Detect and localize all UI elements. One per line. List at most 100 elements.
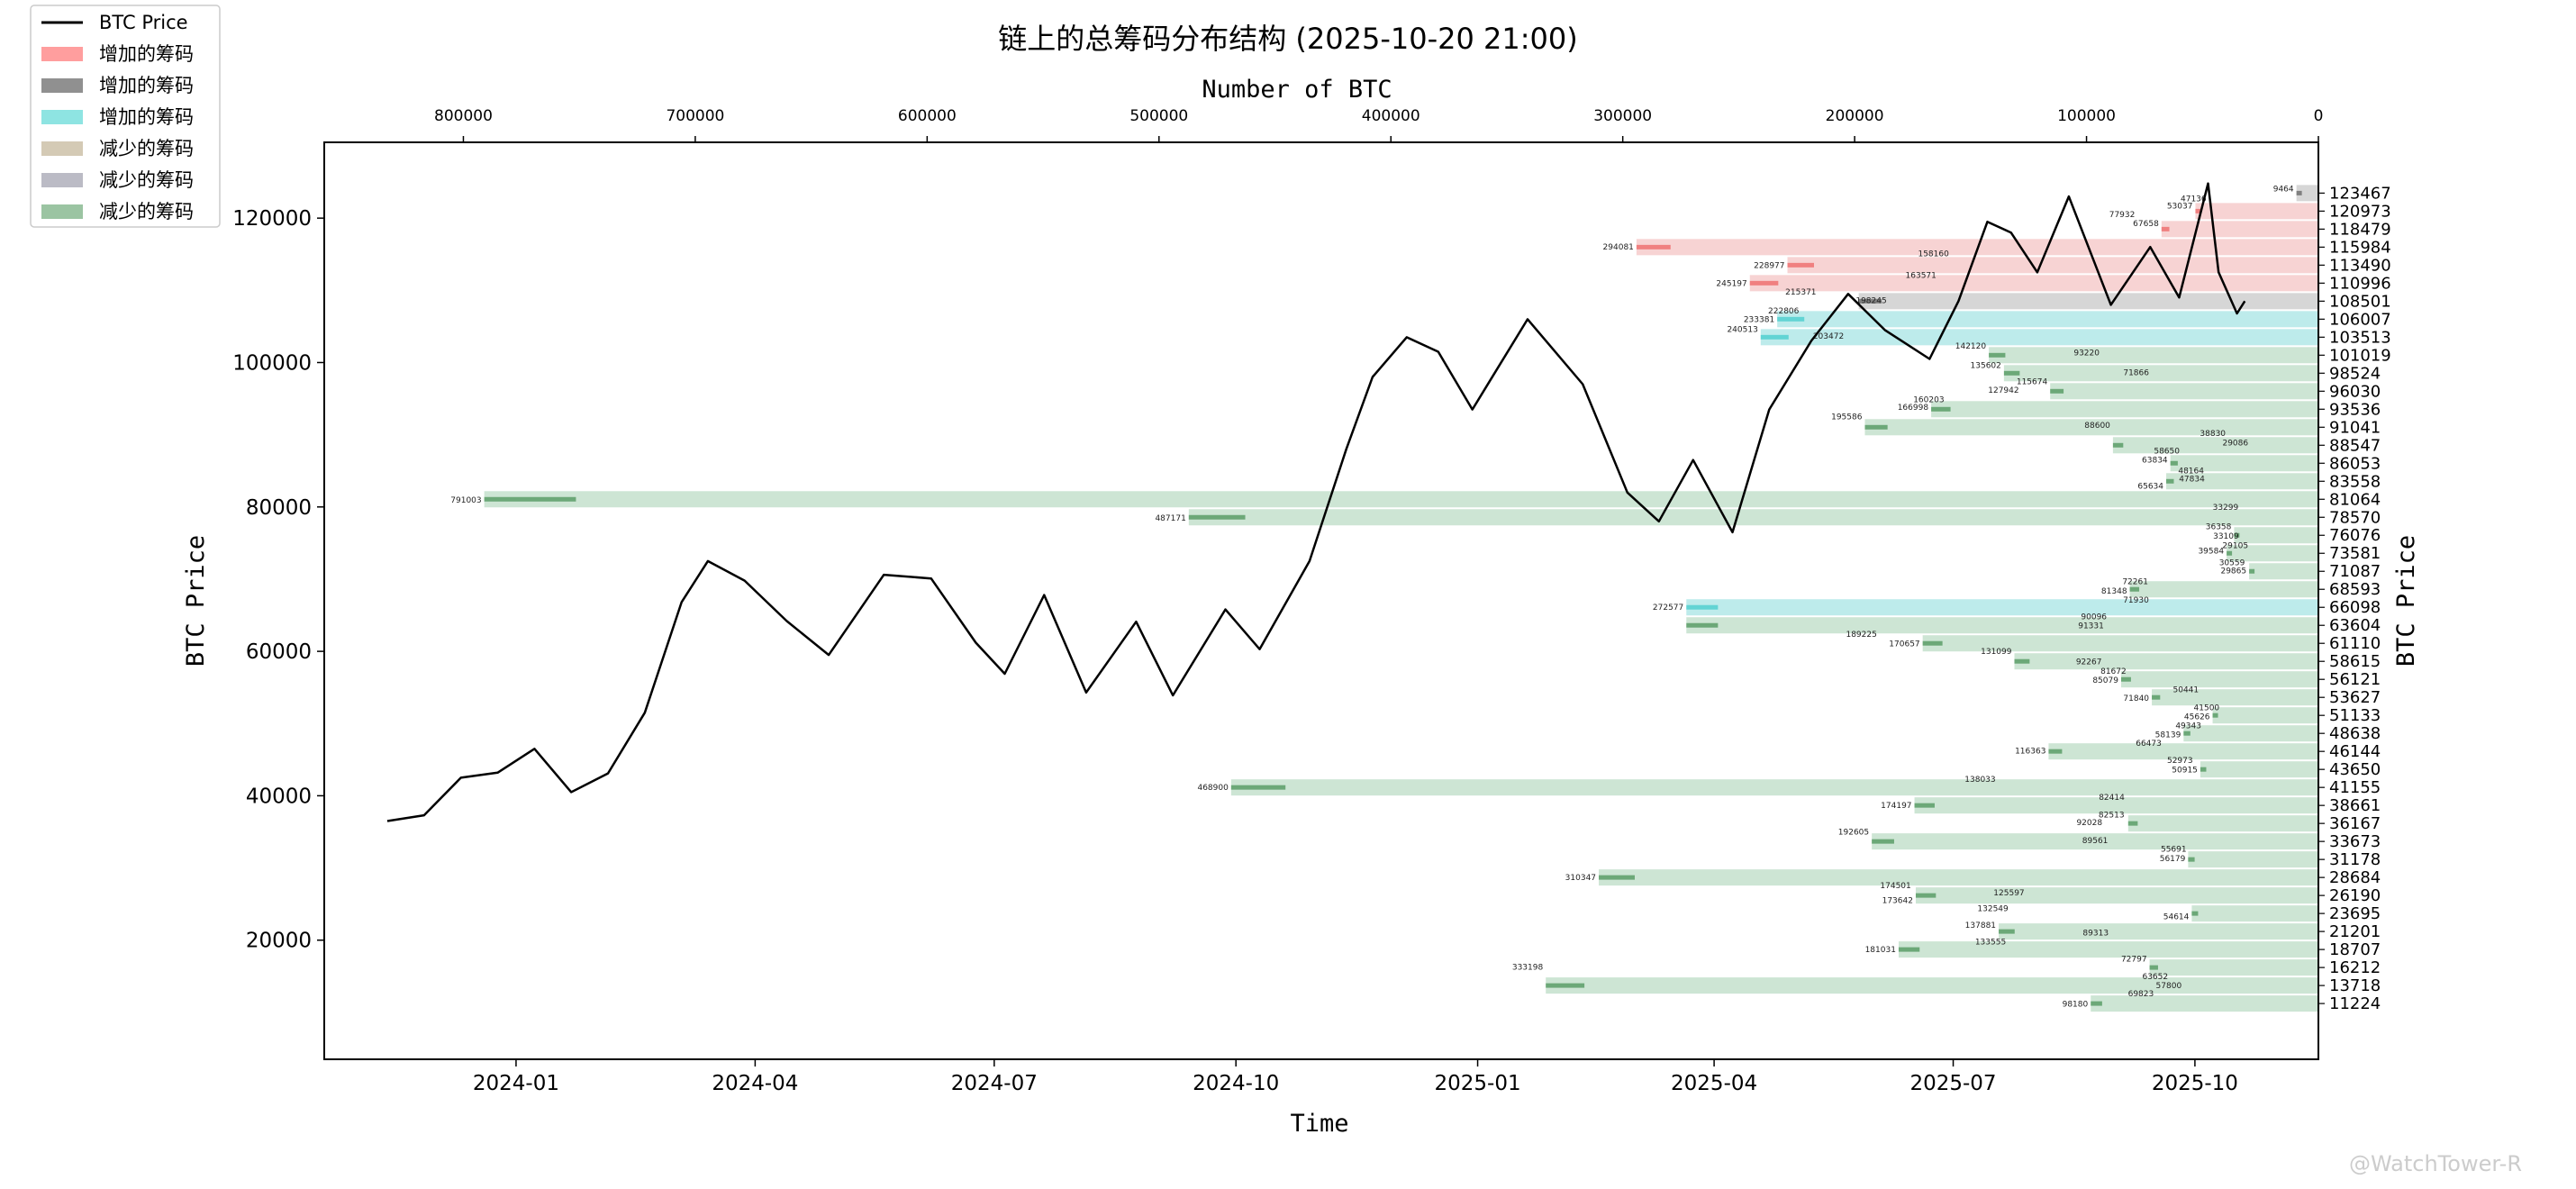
chip-bar: [1858, 293, 2318, 310]
chip-bar-mark: [1915, 893, 1937, 898]
chip-bar: [1898, 941, 2318, 958]
right-tick-label: 98524: [2329, 364, 2381, 383]
chip-bar: [2249, 563, 2318, 580]
bar-annotation: 81672: [2100, 667, 2127, 676]
bar-annotation: 160203: [1913, 395, 1944, 404]
chip-bar-mark: [2149, 965, 2158, 970]
legend-patch-swatch: [41, 173, 83, 187]
chip-bar: [2234, 527, 2318, 544]
bar-annotation: 125597: [1993, 889, 2024, 898]
bar-annotation: 71930: [2123, 596, 2149, 605]
chip-bar-mark: [2112, 442, 2124, 448]
bar-annotation: 65634: [2137, 483, 2163, 492]
bar-annotation: 132549: [1977, 904, 2009, 913]
chip-bar: [1230, 779, 2318, 796]
right-tick-label: 33673: [2329, 832, 2381, 851]
chip-bar-mark: [1749, 280, 1779, 286]
bar-annotation: 135602: [1971, 362, 2001, 371]
top-tick-label: 700000: [666, 107, 724, 125]
bar-annotation: 41500: [2194, 704, 2220, 713]
right-tick-label: 68593: [2329, 580, 2381, 599]
bar-annotation: 85079: [2092, 676, 2118, 685]
bar-annotation: 468900: [1197, 784, 1229, 793]
right-tick-label: 66098: [2329, 598, 2381, 617]
bar-annotation: 203472: [1813, 332, 1844, 341]
y-tick-label: 120000: [232, 207, 312, 231]
bar-annotation: 89561: [2082, 837, 2109, 846]
bar-annotation: 29865: [2220, 567, 2246, 576]
chip-bar-mark: [2188, 857, 2195, 862]
chip-bar-mark: [1989, 352, 2006, 358]
bar-annotation: 142120: [1955, 342, 1987, 351]
chip-bar-mark: [2050, 388, 2064, 394]
x-tick-label: 2025-07: [1909, 1072, 1996, 1095]
right-tick-label: 110996: [2329, 274, 2391, 293]
y-tick-label: 80000: [246, 496, 312, 520]
chip-bar-mark: [1931, 406, 1951, 412]
right-tick-label: 86053: [2329, 454, 2381, 473]
chip-bar-mark: [1546, 983, 1585, 988]
bar-annotation: 133555: [1975, 938, 2006, 947]
right-tick-label: 48638: [2329, 724, 2381, 743]
y-tick-label: 60000: [246, 640, 312, 664]
chip-bar: [2091, 995, 2318, 1012]
chip-bar: [2191, 905, 2318, 922]
right-tick-label: 53627: [2329, 688, 2381, 707]
chip-bar-mark: [2129, 586, 2140, 592]
x-tick-label: 2025-10: [2152, 1072, 2238, 1095]
right-tick-label: 93536: [2329, 400, 2381, 419]
bar-annotation: 69823: [2128, 990, 2154, 999]
right-tick-label: 51133: [2329, 706, 2381, 725]
bar-annotation: 82414: [2099, 794, 2125, 803]
bar-annotation: 71866: [2123, 369, 2149, 378]
right-tick-label: 43650: [2329, 760, 2381, 779]
chip-bar: [2014, 653, 2318, 670]
chip-bar-mark: [1898, 947, 1920, 952]
chip-bar-mark: [1686, 604, 1719, 610]
legend-label: BTC Price: [99, 12, 188, 33]
right-tick-label: 36167: [2329, 814, 2381, 833]
chip-bar: [1760, 329, 2318, 346]
bar-annotation: 131099: [1981, 648, 2012, 657]
right-axis-ticks: 1234671209731184791159841134901109961085…: [2318, 184, 2391, 1013]
right-tick-label: 58615: [2329, 652, 2381, 671]
chip-bar: [2227, 545, 2318, 562]
bar-annotation: 93220: [2073, 349, 2100, 358]
chip-bar-mark: [2152, 694, 2161, 700]
bar-annotation: 48164: [2178, 467, 2204, 477]
x-tick-label: 2024-01: [473, 1072, 559, 1095]
legend-patch-swatch: [41, 78, 83, 93]
right-tick-label: 88547: [2329, 436, 2381, 455]
right-tick-label: 103513: [2329, 328, 2391, 347]
chip-bar: [1749, 275, 2318, 292]
chip-bar-mark: [1914, 803, 1935, 808]
bar-annotation: 166998: [1898, 404, 1929, 413]
bar-annotation: 57800: [2156, 982, 2182, 991]
x-tick-label: 2024-07: [951, 1072, 1038, 1095]
right-tick-label: 113490: [2329, 256, 2391, 275]
chip-bar-mark: [2091, 1001, 2102, 1006]
bar-annotation: 294081: [1603, 243, 1634, 252]
chip-bar: [2149, 959, 2318, 976]
chip-bar-mark: [2249, 568, 2255, 574]
right-tick-label: 123467: [2329, 184, 2391, 203]
chip-bar-mark: [1230, 785, 1286, 790]
right-tick-label: 101019: [2329, 346, 2391, 365]
legend-patch-swatch: [41, 47, 83, 61]
bar-annotation: 174197: [1881, 802, 1911, 811]
right-tick-label: 71087: [2329, 562, 2381, 581]
bar-annotation: 158160: [1918, 250, 1949, 259]
chip-bars: [484, 185, 2318, 1012]
chip-bar-mark: [2227, 550, 2233, 556]
bar-annotation: 487171: [1155, 514, 1185, 523]
bar-annotation: 89313: [2082, 930, 2109, 939]
bar-annotation: 163571: [1906, 271, 1937, 280]
legend-label: 减少的筹码: [99, 138, 194, 159]
chip-bar: [2003, 365, 2318, 382]
bar-annotation: 45626: [2184, 712, 2210, 722]
chip-bar: [1922, 635, 2318, 652]
top-tick-label: 400000: [1362, 107, 1420, 125]
chip-bar-mark: [2234, 532, 2240, 538]
right-tick-label: 41155: [2329, 778, 2381, 797]
